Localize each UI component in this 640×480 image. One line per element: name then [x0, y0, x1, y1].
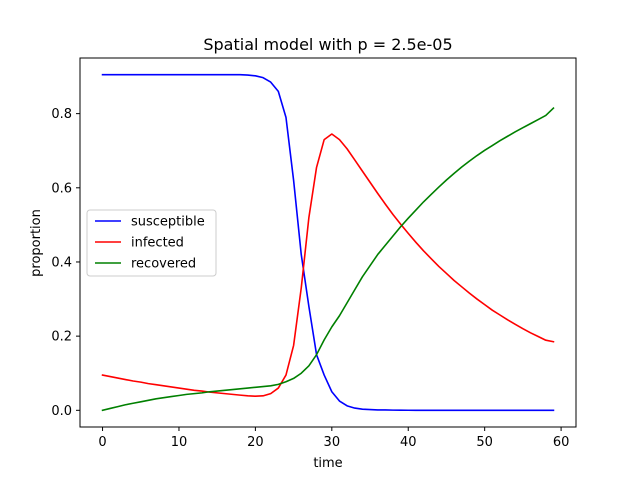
- y-tick-label: 0.6: [51, 181, 72, 196]
- x-tick-label: 30: [324, 435, 341, 450]
- x-tick-label: 60: [553, 435, 570, 450]
- x-tick-label: 10: [171, 435, 188, 450]
- series-line-recovered: [101, 106, 555, 412]
- legend-label-infected: infected: [131, 236, 184, 251]
- y-tick-label: 0.0: [51, 404, 72, 419]
- x-tick-label: 0: [98, 435, 106, 450]
- series-line-infected: [101, 133, 555, 398]
- y-tick-label: 0.4: [51, 255, 72, 270]
- legend-box: [86, 209, 217, 277]
- x-axis-label: time: [313, 456, 342, 471]
- x-tick-label: 50: [476, 435, 493, 450]
- series-line-susceptible: [101, 73, 555, 412]
- x-tick-label: 20: [247, 435, 264, 450]
- legend: susceptible infected recovered: [86, 209, 217, 277]
- legend-label-susceptible: susceptible: [131, 215, 205, 230]
- chart-title: Spatial model with p = 2.5e-05: [203, 35, 452, 54]
- y-tick-label: 0.2: [51, 330, 72, 345]
- x-tick-label: 40: [400, 435, 417, 450]
- y-tick-label: 0.8: [51, 107, 72, 122]
- plot-frame: [79, 57, 577, 428]
- y-axis-label: proportion: [29, 209, 44, 277]
- legend-label-recovered: recovered: [131, 257, 196, 272]
